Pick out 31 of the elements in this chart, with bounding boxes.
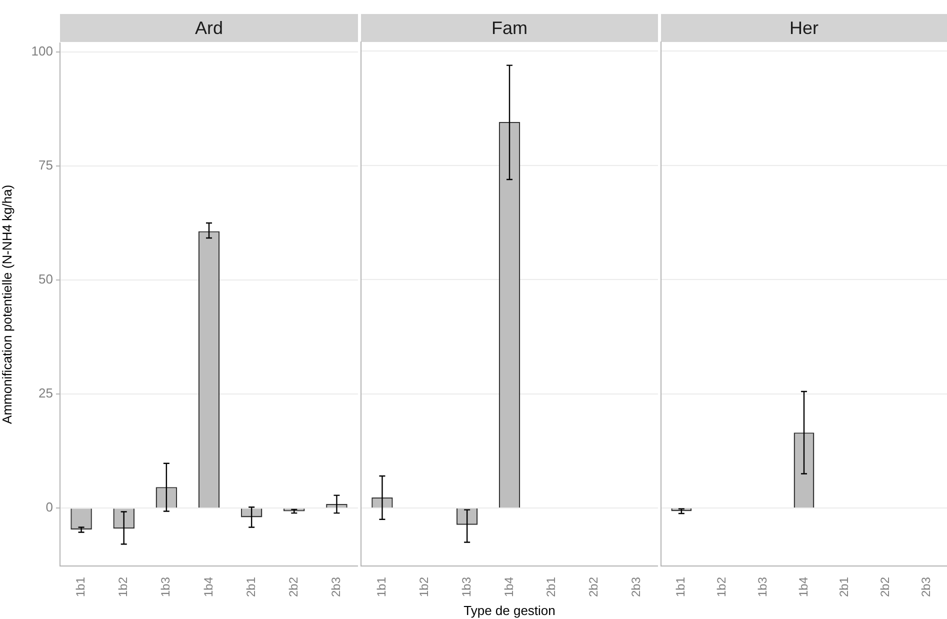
x-tick-label: 2b1 xyxy=(837,576,852,598)
x-tick-label: 2b3 xyxy=(629,576,644,598)
x-axis-title: Type de gestion xyxy=(464,602,556,618)
x-tick-label: 2b3 xyxy=(329,576,344,598)
x-tick-label: 2b2 xyxy=(586,576,601,598)
x-tick-label: 1b4 xyxy=(796,576,810,598)
x-tick-label: 2b3 xyxy=(918,576,933,598)
x-tick-label: 1b3 xyxy=(158,576,173,598)
x-tick-label: 1b4 xyxy=(201,576,216,598)
x-tick-label: 2b1 xyxy=(544,576,558,598)
chart-title: Fam xyxy=(361,14,658,42)
x-tick-label: 1b2 xyxy=(416,576,431,598)
x-tick-label: 1b3 xyxy=(459,576,474,598)
chart-title: Her xyxy=(661,14,947,42)
y-axis-title: Ammonification potentielle (N-NH4 kg/ha) xyxy=(0,184,14,424)
x-tick-label: 1b4 xyxy=(502,576,516,598)
x-tick-label: 1b1 xyxy=(674,576,688,598)
x-tick-label: 1b1 xyxy=(374,576,389,598)
x-tick-label: 1b3 xyxy=(755,576,770,598)
x-tick-label: 1b2 xyxy=(116,576,130,598)
y-tick-label: 25 xyxy=(38,386,53,401)
y-tick-label: 0 xyxy=(46,500,53,515)
x-tick-label: 1b2 xyxy=(714,576,729,598)
x-tick-label: 2b1 xyxy=(244,576,258,598)
y-tick-label: 50 xyxy=(38,272,53,287)
x-tick-label: 2b2 xyxy=(878,576,892,598)
chart-title: Ard xyxy=(60,14,358,42)
y-tick-label: 100 xyxy=(31,44,53,58)
x-tick-label: 1b1 xyxy=(74,576,88,598)
x-tick-label: 2b2 xyxy=(286,576,300,598)
y-tick-label: 75 xyxy=(38,158,53,173)
